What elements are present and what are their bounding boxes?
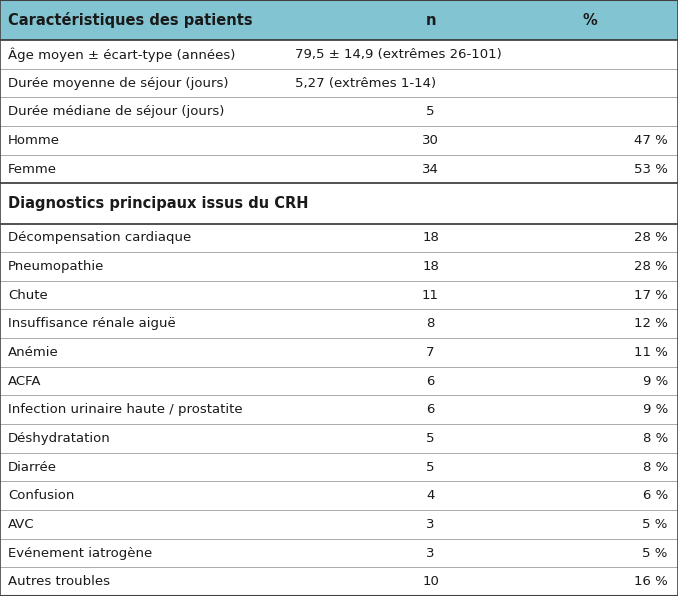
Text: Evénement iatrogène: Evénement iatrogène	[8, 547, 153, 560]
Text: 5: 5	[426, 105, 435, 118]
Text: Chute: Chute	[8, 288, 48, 302]
Text: Déshydratation: Déshydratation	[8, 432, 111, 445]
Text: 53 %: 53 %	[634, 163, 668, 176]
Text: n: n	[425, 13, 436, 27]
Text: 3: 3	[426, 547, 435, 560]
Bar	[0, 184, 678, 224]
Text: 28 %: 28 %	[634, 260, 668, 273]
Text: Homme: Homme	[8, 134, 60, 147]
Text: 5: 5	[426, 432, 435, 445]
Text: Autres troubles: Autres troubles	[8, 575, 110, 588]
Text: 18: 18	[422, 231, 439, 244]
Text: Infection urinaire haute / prostatite: Infection urinaire haute / prostatite	[8, 403, 243, 416]
Text: 8: 8	[426, 317, 435, 330]
Text: 6 %: 6 %	[643, 489, 668, 502]
Text: 30: 30	[422, 134, 439, 147]
Text: Insuffisance rénale aiguë: Insuffisance rénale aiguë	[8, 317, 176, 330]
Text: Caractéristiques des patients: Caractéristiques des patients	[8, 12, 253, 28]
Text: 5: 5	[426, 461, 435, 474]
Text: %: %	[582, 13, 597, 27]
Text: 10: 10	[422, 575, 439, 588]
Text: 47 %: 47 %	[634, 134, 668, 147]
Text: 5 %: 5 %	[643, 518, 668, 531]
Text: Diagnostics principaux issus du CRH: Diagnostics principaux issus du CRH	[8, 196, 308, 211]
Text: 79,5 ± 14,9 (extrêmes 26-101): 79,5 ± 14,9 (extrêmes 26-101)	[295, 48, 502, 61]
Text: Femme: Femme	[8, 163, 57, 176]
Text: 6: 6	[426, 403, 435, 416]
Text: 12 %: 12 %	[634, 317, 668, 330]
Text: 8 %: 8 %	[643, 461, 668, 474]
Text: AVC: AVC	[8, 518, 35, 531]
Text: 11: 11	[422, 288, 439, 302]
Bar	[0, 0, 678, 40]
Text: 7: 7	[426, 346, 435, 359]
Text: 4: 4	[426, 489, 435, 502]
Text: Diarrée: Diarrée	[8, 461, 57, 474]
Text: Confusion: Confusion	[8, 489, 75, 502]
Text: 18: 18	[422, 260, 439, 273]
Text: Anémie: Anémie	[8, 346, 59, 359]
Text: 9 %: 9 %	[643, 403, 668, 416]
Text: 34: 34	[422, 163, 439, 176]
Text: 6: 6	[426, 375, 435, 387]
Text: 9 %: 9 %	[643, 375, 668, 387]
Text: Durée moyenne de séjour (jours): Durée moyenne de séjour (jours)	[8, 77, 228, 89]
Text: Âge moyen ± écart-type (années): Âge moyen ± écart-type (années)	[8, 47, 235, 62]
Text: 8 %: 8 %	[643, 432, 668, 445]
Text: 16 %: 16 %	[634, 575, 668, 588]
Text: Décompensation cardiaque: Décompensation cardiaque	[8, 231, 191, 244]
Text: 11 %: 11 %	[634, 346, 668, 359]
Text: Pneumopathie: Pneumopathie	[8, 260, 104, 273]
Text: Durée médiane de séjour (jours): Durée médiane de séjour (jours)	[8, 105, 224, 118]
Text: ACFA: ACFA	[8, 375, 41, 387]
Text: 17 %: 17 %	[634, 288, 668, 302]
Text: 28 %: 28 %	[634, 231, 668, 244]
Text: 3: 3	[426, 518, 435, 531]
Text: 5,27 (extrêmes 1-14): 5,27 (extrêmes 1-14)	[295, 77, 436, 89]
Text: 5 %: 5 %	[643, 547, 668, 560]
